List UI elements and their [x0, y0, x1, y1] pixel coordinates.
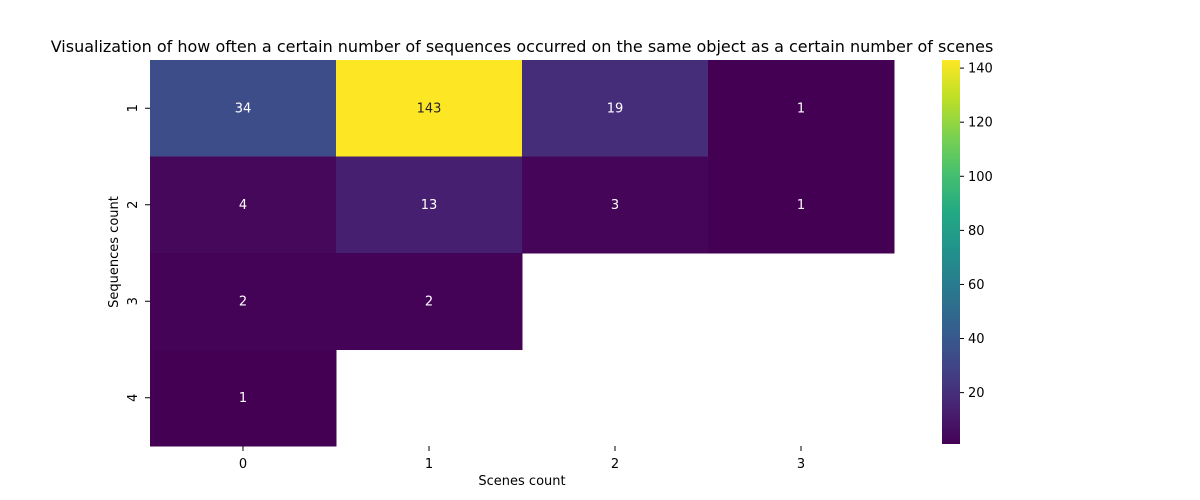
colorbar-tick-label: 140 [968, 62, 993, 77]
colorbar-gradient [942, 60, 960, 444]
heatmap-cell [150, 156, 337, 254]
heatmap-cell [708, 156, 895, 254]
cell-value-label: 143 [417, 101, 442, 116]
cell-value-label: 4 [239, 198, 247, 213]
x-tick-label: 2 [611, 457, 619, 472]
cell-value-label: 3 [611, 198, 619, 213]
colorbar-tick-label: 20 [968, 386, 985, 401]
cell-value-label: 1 [239, 391, 247, 406]
cell-value-label: 1 [797, 198, 805, 213]
heatmap-cell [522, 60, 709, 157]
cell-value-label: 2 [425, 294, 433, 309]
y-tick-label: 2 [126, 201, 141, 209]
chart-title: Visualization of how often a certain num… [51, 37, 994, 56]
heatmap-cell [336, 60, 523, 157]
colorbar-tick-label: 120 [968, 116, 993, 131]
colorbar: 20 40 60 80 100 120 140 [942, 60, 993, 444]
x-axis: 0 1 2 3 [239, 446, 805, 472]
heatmap-cell [150, 60, 337, 157]
colorbar-tick-label: 60 [968, 278, 985, 293]
heatmap-cell [708, 60, 895, 157]
x-axis-label: Scenes count [478, 474, 565, 489]
colorbar-tick-label: 80 [968, 224, 985, 239]
y-axis: 1 2 3 4 [126, 104, 150, 402]
cell-value-label: 13 [421, 198, 438, 213]
colorbar-tick-label: 40 [968, 332, 985, 347]
x-tick-label: 3 [797, 457, 805, 472]
cell-value-label: 19 [607, 101, 624, 116]
y-tick-label: 3 [126, 297, 141, 305]
heatmap-cell [522, 156, 709, 254]
cell-value-label: 34 [235, 101, 252, 116]
cell-value-label: 1 [797, 101, 805, 116]
colorbar-tick-label: 100 [968, 170, 993, 185]
heatmap-cell [150, 253, 337, 350]
y-axis-label: Sequences count [107, 196, 122, 308]
heatmap-cell [150, 349, 337, 447]
heatmap-cells [150, 60, 895, 447]
cell-value-label: 2 [239, 294, 247, 309]
x-tick-label: 1 [425, 457, 433, 472]
y-tick-label: 4 [126, 394, 141, 402]
heatmap-cell [336, 253, 523, 350]
heatmap-cell [336, 156, 523, 254]
x-tick-label: 0 [239, 457, 247, 472]
cell-labels: 34 143 19 1 4 13 3 1 2 2 1 [235, 101, 805, 406]
y-tick-label: 1 [126, 104, 141, 112]
